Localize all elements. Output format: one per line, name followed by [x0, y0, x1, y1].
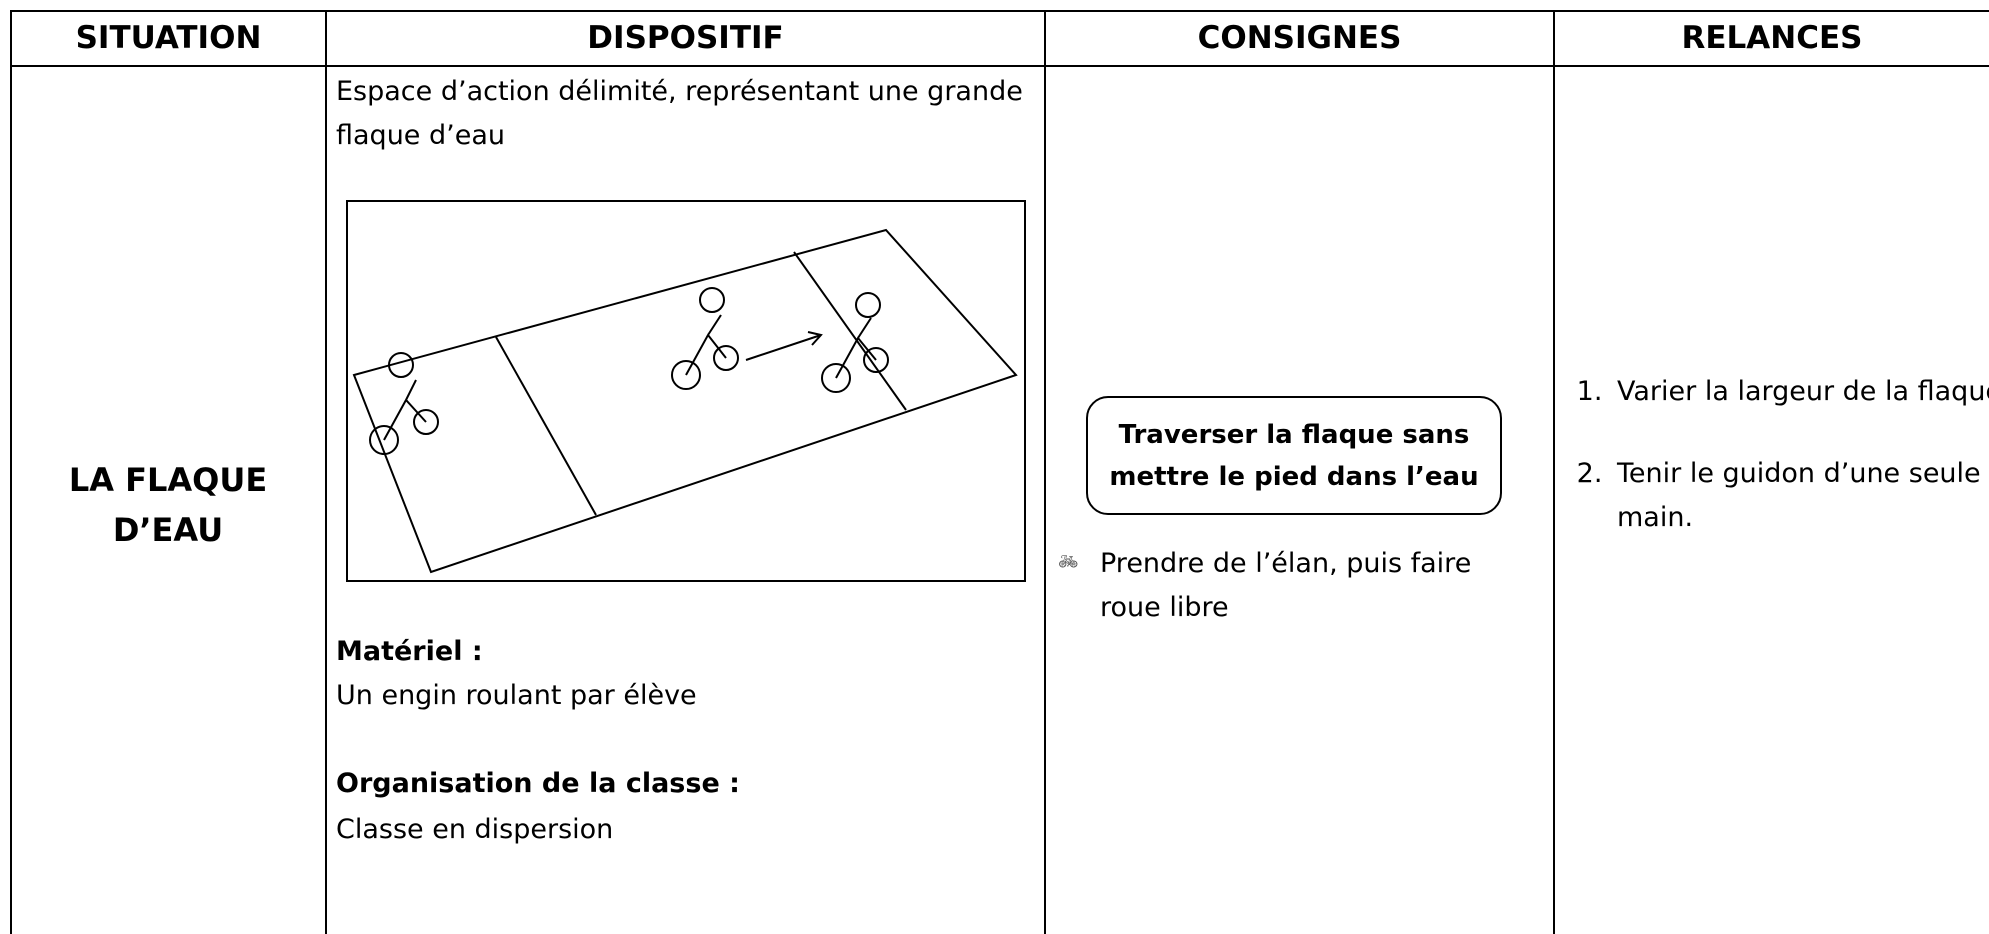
organisation-label: Organisation de la classe :	[336, 768, 740, 799]
consigne-main: Traverser la flaque sans mettre le pied …	[1109, 419, 1479, 492]
border	[1044, 10, 1046, 934]
bullet-icon: 🚲︎	[1058, 552, 1079, 571]
materiel: Un engin roulant par élève	[336, 680, 697, 711]
situation: LA FLAQUE D’EAU	[68, 461, 268, 549]
header-cell: DISPOSITIF	[587, 20, 784, 56]
relance-item: Tenir le guidon d’une seule main.	[1611, 452, 1989, 540]
materiel-label: Matériel :	[336, 636, 483, 667]
relance-item: Varier la largeur de la flaque.	[1611, 370, 1989, 414]
illustration	[346, 200, 1026, 582]
relances-list: Varier la largeur de la flaque. Tenir le …	[1563, 370, 1989, 578]
border	[10, 10, 12, 934]
consigne-box: Traverser la flaque sans mettre le pied …	[1086, 396, 1502, 515]
border	[10, 65, 1989, 67]
organisation: Classe en dispersion	[336, 814, 614, 845]
border	[325, 10, 327, 934]
header-cell: SITUATION	[75, 20, 262, 56]
description: Espace d’action délimité, représentant u…	[336, 76, 1023, 151]
border	[10, 10, 1989, 12]
header-cell: CONSIGNES	[1197, 20, 1402, 56]
consigne-bullet: Prendre de l’élan, puis faire roue libre	[1100, 548, 1472, 623]
border	[1553, 10, 1555, 934]
header-cell: RELANCES	[1681, 20, 1863, 56]
